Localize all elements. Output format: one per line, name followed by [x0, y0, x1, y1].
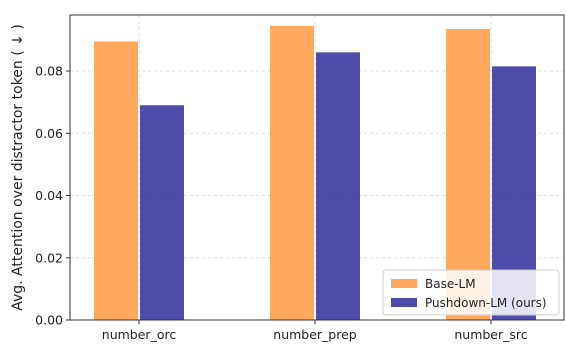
y-axis-label: Avg. Attention over distractor token ( ↓… [10, 24, 26, 311]
legend-label: Base-LM [425, 277, 476, 291]
bar-base-lm-number-orc [94, 41, 138, 321]
y-tick-label: 0.04 [35, 188, 63, 203]
y-tick-label: 0.00 [35, 313, 63, 328]
bar-pushdown-lm-ours-number-orc [140, 105, 184, 321]
axes [69, 14, 565, 321]
x-tick-label: number_prep [273, 327, 357, 342]
bar-pushdown-lm-ours-number-prep [316, 52, 360, 321]
y-tick-label: 0.08 [35, 64, 63, 79]
y-tick-label: 0.02 [35, 250, 63, 265]
x-tick-label: number_orc [102, 327, 177, 342]
legend-label: Pushdown-LM (ours) [425, 296, 547, 310]
legend-swatch [391, 298, 417, 307]
x-axis-ticks: number_orc number_prep number_src [102, 320, 528, 342]
legend-box [382, 269, 560, 316]
legend-swatch [391, 279, 417, 288]
legend: Base-LM Pushdown-LM (ours) [382, 269, 560, 316]
bar-base-lm-number-prep [270, 25, 314, 321]
x-tick-label: number_src [454, 327, 527, 342]
plot-frame [69, 14, 565, 321]
y-tick-label: 0.06 [35, 126, 63, 141]
y-axis-ticks: 0.00 0.02 0.04 0.06 0.08 [35, 64, 70, 328]
